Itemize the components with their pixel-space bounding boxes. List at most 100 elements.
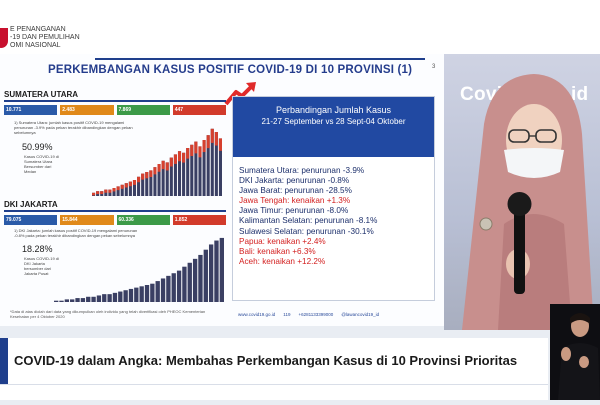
panel-underline	[4, 100, 226, 102]
panel-note: 1) DKI Jakarta: jumlah kasus positif COV…	[14, 228, 138, 238]
chart-bar	[70, 299, 75, 302]
chart-bar	[203, 249, 208, 302]
chart-bar	[173, 154, 177, 196]
chart-bar-segment	[104, 189, 108, 193]
chart-bar-segment	[153, 167, 157, 175]
task-force-logo: E PENANGANAN -19 DAN PEMULIHAN OMI NASIO…	[0, 26, 120, 52]
chart-bar	[208, 244, 214, 302]
chart-bar	[149, 170, 153, 196]
chart-bar	[120, 184, 124, 196]
stat-deaths: 447	[172, 105, 226, 115]
chart-bar-segment	[157, 164, 161, 172]
chart-bar	[182, 266, 187, 302]
speaker-figure	[462, 74, 594, 330]
chart-bar	[128, 288, 134, 302]
chart-bar	[194, 141, 198, 196]
chart-bar-segment	[100, 191, 104, 195]
chart-bar-segment	[112, 188, 116, 192]
chart-bar-segment	[186, 148, 190, 159]
comparison-item: Aceh: kenaikan +12.2%	[239, 256, 326, 266]
chart-bar-segment	[120, 184, 124, 189]
chart-bar	[104, 189, 108, 196]
stat-row: 10.771 2.483 7.869 447	[4, 105, 226, 115]
sign-interpreter-inset	[550, 304, 600, 400]
chart-bar-segment	[198, 146, 202, 158]
chart-bar-segment	[182, 152, 186, 163]
footer-hotline: 119	[283, 311, 291, 317]
chart-bar	[186, 148, 190, 196]
footer-social: @lawancovid19_id	[341, 311, 380, 317]
lower-third-strip	[0, 384, 548, 400]
chart-bar	[214, 132, 218, 196]
trend-chart-sumatera-utara	[92, 128, 222, 196]
chart-bar	[112, 188, 116, 196]
comparison-item: DKI Jakarta: penurunan -0.8%	[239, 176, 350, 186]
chart-bar	[160, 278, 166, 302]
chart-bar	[54, 300, 59, 302]
chart-bar-segment	[96, 191, 100, 195]
title-rule	[95, 58, 425, 60]
footer-website: www.covid19.go.id	[238, 311, 276, 317]
chart-bar-segment	[128, 181, 132, 187]
lower-third-accent	[0, 338, 8, 384]
chart-bar	[150, 283, 155, 302]
chart-bar	[187, 262, 192, 302]
chart-bar-segment	[124, 183, 128, 188]
panel-percent-caption: Kasus COVID-19 di Sumatera Utara Bersumb…	[24, 154, 59, 174]
chart-bar-segment	[161, 160, 165, 170]
chart-bar	[112, 292, 118, 302]
slide-page-number: 3	[432, 64, 436, 70]
panel-underline	[4, 210, 226, 212]
slide-title: PERKEMBANGAN KASUS POSITIF COVID-19 DI 1…	[48, 64, 413, 76]
chart-bar-segment	[202, 140, 206, 153]
chart-bar	[144, 285, 150, 302]
chart-bar	[91, 296, 96, 302]
panel-percent-caption: Kasus COVID-19 di DKI Jakarta bersumber …	[24, 256, 59, 276]
chart-bar	[80, 298, 86, 302]
chart-bar	[155, 281, 160, 302]
chart-bar	[182, 152, 186, 196]
chart-bar	[198, 254, 203, 302]
comparison-heading-line-1: Perbandingan Jumlah Kasus	[275, 105, 392, 115]
chart-bar-segment	[169, 157, 173, 167]
chart-bar	[166, 275, 171, 302]
chart-bar	[139, 286, 144, 302]
stat-row: 79.075 15.844 60.336 1.852	[4, 215, 226, 225]
chart-bar	[214, 240, 219, 302]
panel-percent: 18.28%	[22, 244, 53, 254]
slide-footer-links: www.covid19.go.id 119 +6281133399000 @la…	[238, 309, 438, 319]
chart-bar	[171, 273, 176, 302]
chart-bar-segment	[218, 138, 222, 151]
panel-note: 1) Sumatera Utara: jumlah kasus positif …	[14, 120, 133, 135]
chart-bar-segment	[149, 170, 153, 178]
chart-bar	[161, 160, 165, 196]
chart-bar	[190, 144, 194, 196]
chart-bar	[124, 183, 128, 196]
chart-bar	[210, 128, 214, 196]
chart-bar	[202, 140, 206, 196]
chart-bar	[64, 299, 70, 302]
lower-third-headline: COVID-19 dalam Angka: Membahas Perkemban…	[14, 353, 518, 368]
presentation-slide: PERKEMBANGAN KASUS POSITIF COVID-19 DI 1…	[0, 54, 444, 326]
comparison-item: Sumatera Utara: penurunan -3.9%	[239, 166, 365, 175]
comparison-heading: Perbandingan Jumlah Kasus 21-27 Septembe…	[233, 97, 434, 157]
chart-bar-segment	[194, 141, 198, 154]
footer-whatsapp: +6281133399000	[298, 311, 334, 317]
chart-bar	[153, 167, 157, 196]
speaker-video: Covid19.go.id	[444, 54, 600, 330]
broadcast-header: E PENANGANAN -19 DAN PEMULIHAN OMI NASIO…	[0, 0, 600, 54]
panel-title: SUMATERA UTARA	[4, 90, 79, 99]
comparison-item: Sulawesi Selatan: penurunan -30.1%	[239, 226, 374, 236]
chart-bar	[141, 173, 145, 196]
chart-bar-segment	[165, 162, 169, 171]
stat-total: 10.771	[4, 105, 58, 115]
chart-bar-segment	[177, 151, 182, 162]
chart-bar-segment	[173, 154, 177, 164]
chart-bar-segment	[132, 180, 137, 185]
logo-text-line-3: OMI NASIONAL	[10, 42, 61, 49]
chart-bar	[59, 300, 64, 302]
stat-recovered: 7.869	[116, 105, 170, 115]
chart-bar	[218, 138, 222, 196]
emblem-icon	[0, 28, 8, 48]
chart-bar-segment	[145, 172, 149, 179]
